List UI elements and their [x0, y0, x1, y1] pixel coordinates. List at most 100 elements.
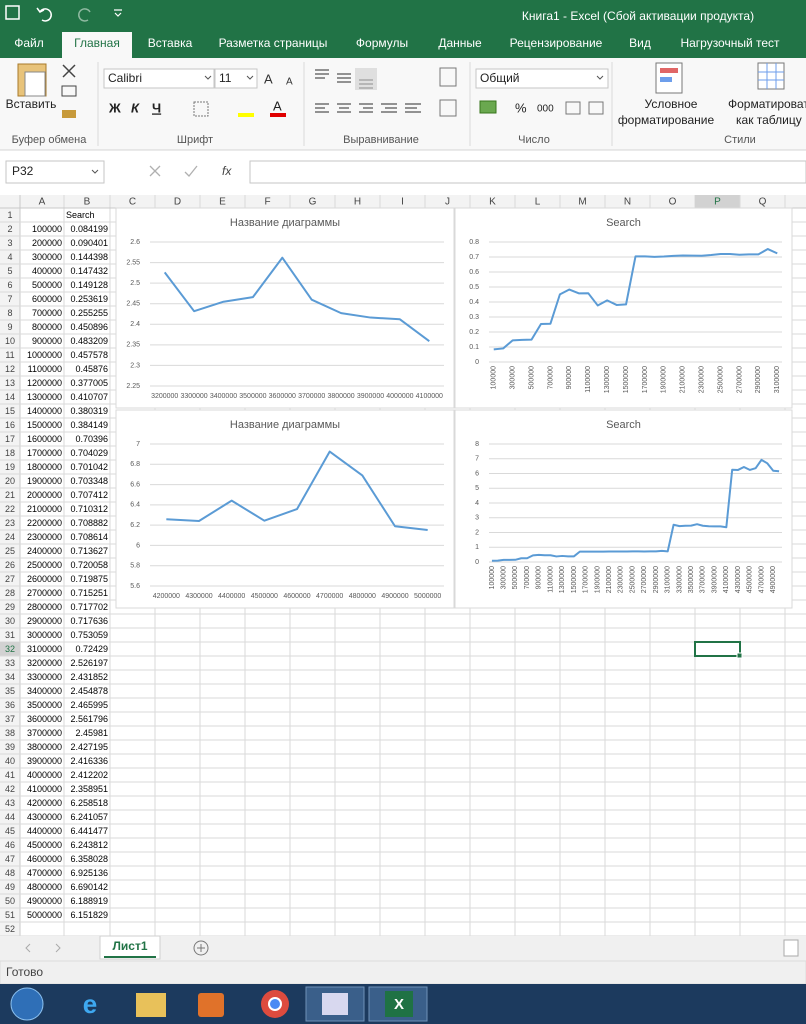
- row-header[interactable]: 48: [5, 868, 15, 878]
- cell[interactable]: 0.701042: [70, 462, 108, 472]
- cell[interactable]: 0.147432: [70, 266, 108, 276]
- cell[interactable]: 1400000: [27, 406, 62, 416]
- row-header[interactable]: 5: [7, 266, 12, 276]
- row-header[interactable]: 18: [5, 448, 15, 458]
- ribbon-tab[interactable]: Файл: [14, 36, 44, 50]
- row-header[interactable]: 12: [5, 364, 15, 374]
- row-header[interactable]: 8: [7, 308, 12, 318]
- column-header[interactable]: F: [264, 197, 270, 208]
- sheet-tab-bg[interactable]: [99, 935, 161, 960]
- row-header[interactable]: 24: [5, 532, 15, 542]
- row-header[interactable]: 15: [5, 406, 15, 416]
- cell[interactable]: 3200000: [27, 658, 62, 668]
- sheet-nav[interactable]: [25, 943, 61, 953]
- column-header[interactable]: G: [309, 197, 317, 208]
- cell[interactable]: 0.717636: [70, 616, 108, 626]
- cell[interactable]: 6.925136: [70, 868, 108, 878]
- number-format[interactable]: Общий: [480, 71, 520, 85]
- cell[interactable]: 0.410707: [70, 392, 108, 402]
- cell[interactable]: 4800000: [27, 882, 62, 892]
- save-icon[interactable]: [5, 5, 20, 20]
- row-header[interactable]: 26: [5, 560, 15, 570]
- cell[interactable]: 6.188919: [70, 896, 108, 906]
- cell[interactable]: 4500000: [27, 840, 62, 850]
- cancel-button[interactable]: [149, 165, 161, 177]
- cell[interactable]: 2.526197: [70, 658, 108, 668]
- qat-menu[interactable]: [114, 9, 122, 17]
- cell[interactable]: 2700000: [27, 588, 62, 598]
- cell[interactable]: 200000: [32, 238, 62, 248]
- cell[interactable]: 0.72429: [75, 644, 108, 654]
- cell[interactable]: 2.427195: [70, 742, 108, 752]
- cell[interactable]: 0.717702: [70, 602, 108, 612]
- row-header[interactable]: 39: [5, 742, 15, 752]
- font-color-button[interactable]: [270, 113, 286, 117]
- cell[interactable]: 3800000: [27, 742, 62, 752]
- fill-color-button[interactable]: [238, 113, 254, 117]
- cell[interactable]: 0.703348: [70, 476, 108, 486]
- format-as-table-line1[interactable]: Форматировать: [728, 97, 806, 111]
- cell[interactable]: 2.561796: [70, 714, 108, 724]
- cell[interactable]: 4400000: [27, 826, 62, 836]
- column-header[interactable]: K: [489, 197, 496, 208]
- ie-icon[interactable]: e: [83, 989, 97, 1019]
- row-header[interactable]: 14: [5, 392, 15, 402]
- chart-area[interactable]: [115, 207, 455, 409]
- increase-decimal[interactable]: [565, 101, 581, 115]
- row-header[interactable]: 32: [5, 644, 15, 654]
- row-header[interactable]: 4: [7, 252, 12, 262]
- font-size-box[interactable]: [214, 68, 258, 89]
- column-header[interactable]: C: [129, 197, 136, 208]
- cell[interactable]: 500000: [32, 280, 62, 290]
- row-header[interactable]: 40: [5, 756, 15, 766]
- row-header[interactable]: 16: [5, 420, 15, 430]
- copy-icon[interactable]: [61, 85, 77, 97]
- row-header[interactable]: 43: [5, 798, 15, 808]
- row-header[interactable]: 9: [7, 322, 12, 332]
- cell[interactable]: 300000: [32, 252, 62, 262]
- cell[interactable]: 0.710312: [70, 504, 108, 514]
- cell[interactable]: 0.708614: [70, 532, 108, 542]
- cell[interactable]: 0.45876: [75, 364, 108, 374]
- row-header[interactable]: 11: [5, 350, 14, 360]
- media-icon[interactable]: [198, 993, 224, 1017]
- row-header[interactable]: 30: [5, 616, 15, 626]
- cell[interactable]: 600000: [32, 294, 62, 304]
- merge-cells[interactable]: [439, 99, 457, 117]
- thousands-button[interactable]: 000: [537, 104, 554, 115]
- cell[interactable]: 0.450896: [70, 322, 108, 332]
- cell[interactable]: 2600000: [27, 574, 62, 584]
- cell[interactable]: 0.70396: [75, 434, 108, 444]
- cell[interactable]: 6.358028: [70, 854, 108, 864]
- row-header[interactable]: 22: [5, 504, 15, 514]
- cell[interactable]: 4900000: [27, 896, 62, 906]
- cell[interactable]: 0.084199: [70, 224, 108, 234]
- row-header[interactable]: 34: [5, 672, 15, 682]
- chart-area[interactable]: [115, 409, 455, 609]
- bold-button[interactable]: Ж: [108, 100, 121, 115]
- formula-input[interactable]: [249, 160, 806, 184]
- cell[interactable]: 0.384149: [70, 420, 108, 430]
- paste-button[interactable]: Вставить: [6, 97, 57, 111]
- row-header[interactable]: 2: [7, 224, 12, 234]
- cell[interactable]: 4700000: [27, 868, 62, 878]
- cell[interactable]: 0.719875: [70, 574, 108, 584]
- column-header[interactable]: A: [39, 197, 46, 208]
- cell[interactable]: 3900000: [27, 756, 62, 766]
- cell[interactable]: Search: [66, 210, 95, 220]
- row-header[interactable]: 47: [5, 854, 15, 864]
- conditional-formatting-line1[interactable]: Условное: [645, 97, 698, 111]
- cell[interactable]: 1200000: [27, 378, 62, 388]
- cell[interactable]: 0.707412: [70, 490, 108, 500]
- cell[interactable]: 800000: [32, 322, 62, 332]
- chart-area[interactable]: [454, 207, 793, 409]
- column-header[interactable]: L: [535, 197, 541, 208]
- cell[interactable]: 0.708882: [70, 518, 108, 528]
- cell[interactable]: 3300000: [27, 672, 62, 682]
- row-header[interactable]: 36: [5, 700, 15, 710]
- alignment-icons[interactable]: [315, 69, 421, 113]
- row-header[interactable]: 21: [5, 490, 15, 500]
- row-header[interactable]: 10: [5, 336, 15, 346]
- column-header[interactable]: B: [84, 197, 91, 208]
- cell[interactable]: 5000000: [27, 910, 62, 920]
